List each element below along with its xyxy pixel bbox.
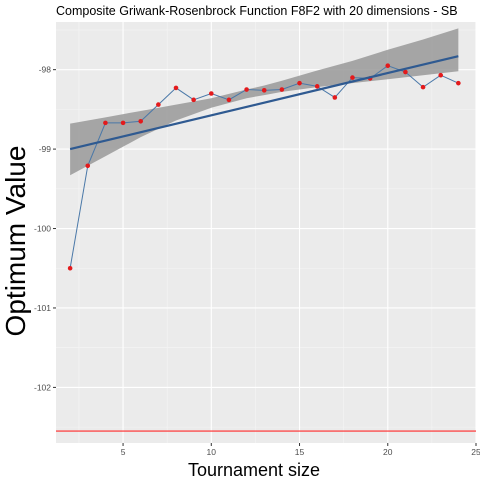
data-point: [262, 88, 267, 93]
data-point: [385, 63, 390, 68]
data-point: [121, 121, 126, 126]
data-point: [244, 87, 249, 92]
data-point: [68, 266, 73, 271]
data-point: [403, 70, 408, 75]
data-point: [280, 87, 285, 92]
x-tick-label: 20: [383, 447, 393, 457]
data-point: [227, 98, 232, 103]
y-tick-label: -98: [39, 65, 52, 75]
data-point: [350, 75, 355, 80]
data-point: [156, 102, 161, 107]
y-tick-label: -99: [39, 144, 52, 154]
x-tick-label: 10: [207, 447, 217, 457]
y-axis-label: Optimum Value: [0, 146, 31, 337]
data-point: [174, 86, 179, 91]
x-axis-label: Tournament size: [188, 460, 320, 480]
chart-title: Composite Griwank-Rosenbrock Function F8…: [56, 4, 458, 18]
data-point: [103, 121, 108, 126]
data-point: [438, 73, 443, 78]
data-point: [333, 95, 338, 100]
data-point: [456, 81, 461, 86]
data-point: [191, 98, 196, 103]
x-tick-label: 5: [121, 447, 126, 457]
x-tick-label: 25: [471, 447, 480, 457]
y-tick-label: -100: [34, 224, 51, 234]
data-point: [209, 91, 214, 96]
data-point: [138, 119, 143, 124]
data-point: [315, 84, 320, 89]
y-tick-label: -102: [34, 382, 51, 392]
y-tick-label: -101: [34, 303, 51, 313]
x-tick-label: 15: [295, 447, 305, 457]
data-point: [85, 163, 90, 168]
data-point: [297, 81, 302, 86]
data-point: [421, 85, 426, 90]
